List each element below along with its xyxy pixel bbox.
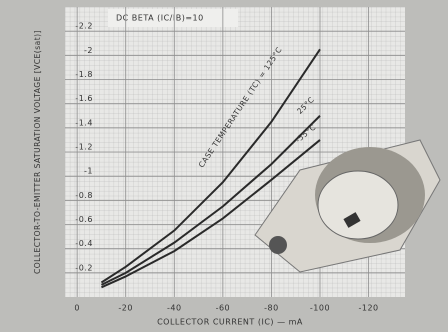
y-tick-label: -0.4 <box>75 239 93 248</box>
y-tick-label: -0.2 <box>75 263 93 272</box>
y-tick-label: -0.8 <box>75 191 93 200</box>
x-tick-label: -80 <box>264 304 279 313</box>
data-line <box>100 115 321 286</box>
y-tick-label: -1.4 <box>75 118 93 127</box>
data-line <box>101 139 321 289</box>
y-tick-label: -1 <box>84 167 93 176</box>
x-tick-label: -120 <box>358 304 378 313</box>
title-box <box>108 9 238 27</box>
x-tick-label: -40 <box>167 304 182 313</box>
y-tick-label: -1.8 <box>75 70 93 79</box>
mount-hole <box>269 236 287 254</box>
y-tick-label: -0.6 <box>75 215 93 224</box>
data-line <box>100 48 321 284</box>
y-tick-label: -2.2 <box>75 22 93 31</box>
transistor-marking <box>343 212 361 228</box>
y-tick-label: -1.2 <box>75 143 93 152</box>
x-tick-label: -100 <box>310 304 330 313</box>
chart-title: DC BETA (IC/IB)=10 <box>116 14 204 23</box>
y-tick-label: -1.6 <box>75 94 93 103</box>
y-axis-label: COLLECTOR-TO-EMITTER SATURATION VOLTAGE … <box>33 30 42 274</box>
x-tick-label: -20 <box>118 304 133 313</box>
x-tick-label: -60 <box>216 304 231 313</box>
x-axis-label: COLLECTOR CURRENT (IC) — mA <box>157 318 303 327</box>
transistor-photo <box>254 139 441 273</box>
y-tick-label: -2 <box>84 46 93 55</box>
transistor-cap <box>317 170 399 240</box>
x-tick-label: 0 <box>74 304 80 313</box>
